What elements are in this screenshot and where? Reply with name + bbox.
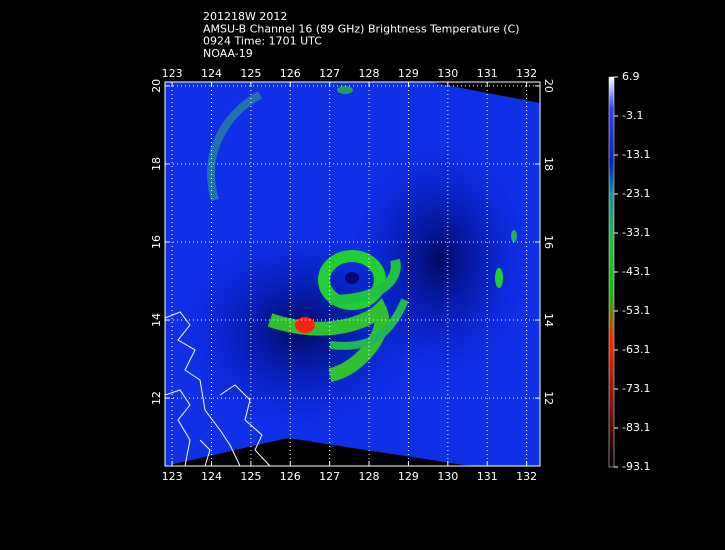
colorbar-label: -43.1 bbox=[622, 265, 650, 278]
lon-label: 123 bbox=[162, 470, 183, 483]
lon-label: 125 bbox=[240, 470, 261, 483]
lon-label: 132 bbox=[516, 67, 537, 80]
colorbar-label: -93.1 bbox=[622, 460, 650, 473]
header-line: NOAA-19 bbox=[203, 47, 253, 60]
map-frame bbox=[164, 81, 541, 467]
colorbar-label: -83.1 bbox=[622, 421, 650, 434]
lon-label: 130 bbox=[437, 67, 458, 80]
lon-label: 127 bbox=[319, 470, 340, 483]
lat-label: 12 bbox=[150, 391, 163, 405]
lon-label: 131 bbox=[477, 67, 498, 80]
colorbar bbox=[608, 76, 615, 468]
lon-label: 123 bbox=[162, 67, 183, 80]
lon-label: 129 bbox=[398, 470, 419, 483]
lon-label: 124 bbox=[201, 67, 222, 80]
imagery bbox=[165, 82, 540, 466]
lon-label: 128 bbox=[359, 67, 380, 80]
colorbar-label: -73.1 bbox=[622, 382, 650, 395]
colorbar-label: -13.1 bbox=[622, 148, 650, 161]
lon-label: 132 bbox=[516, 470, 537, 483]
lat-label: 12 bbox=[542, 391, 555, 405]
lon-label: 131 bbox=[477, 470, 498, 483]
header-line: AMSU-B Channel 16 (89 GHz) Brightness Te… bbox=[203, 22, 520, 35]
colorbar-label: -53.1 bbox=[622, 304, 650, 317]
colorbar-label: -3.1 bbox=[622, 109, 643, 122]
colorbar-label: -63.1 bbox=[622, 343, 650, 356]
header-line: 0924 Time: 1701 UTC bbox=[203, 35, 322, 48]
lat-label: 20 bbox=[150, 79, 163, 93]
colorbar-label: -33.1 bbox=[622, 226, 650, 239]
lon-label: 124 bbox=[201, 470, 222, 483]
colorbar-label: -23.1 bbox=[622, 187, 650, 200]
lon-label: 127 bbox=[319, 67, 340, 80]
lon-label: 125 bbox=[240, 67, 261, 80]
lat-label: 16 bbox=[542, 235, 555, 249]
lon-label: 126 bbox=[280, 67, 301, 80]
lon-label: 128 bbox=[359, 470, 380, 483]
colorbar-label: 6.9 bbox=[622, 70, 640, 83]
header-line: 201218W 2012 bbox=[203, 10, 287, 23]
lon-label: 130 bbox=[437, 470, 458, 483]
lat-label: 14 bbox=[542, 313, 555, 327]
lat-label: 16 bbox=[150, 235, 163, 249]
lat-label: 20 bbox=[542, 79, 555, 93]
lon-label: 129 bbox=[398, 67, 419, 80]
lat-label: 18 bbox=[150, 157, 163, 171]
lat-label: 14 bbox=[150, 313, 163, 327]
lat-label: 18 bbox=[542, 157, 555, 171]
lon-label: 126 bbox=[280, 470, 301, 483]
